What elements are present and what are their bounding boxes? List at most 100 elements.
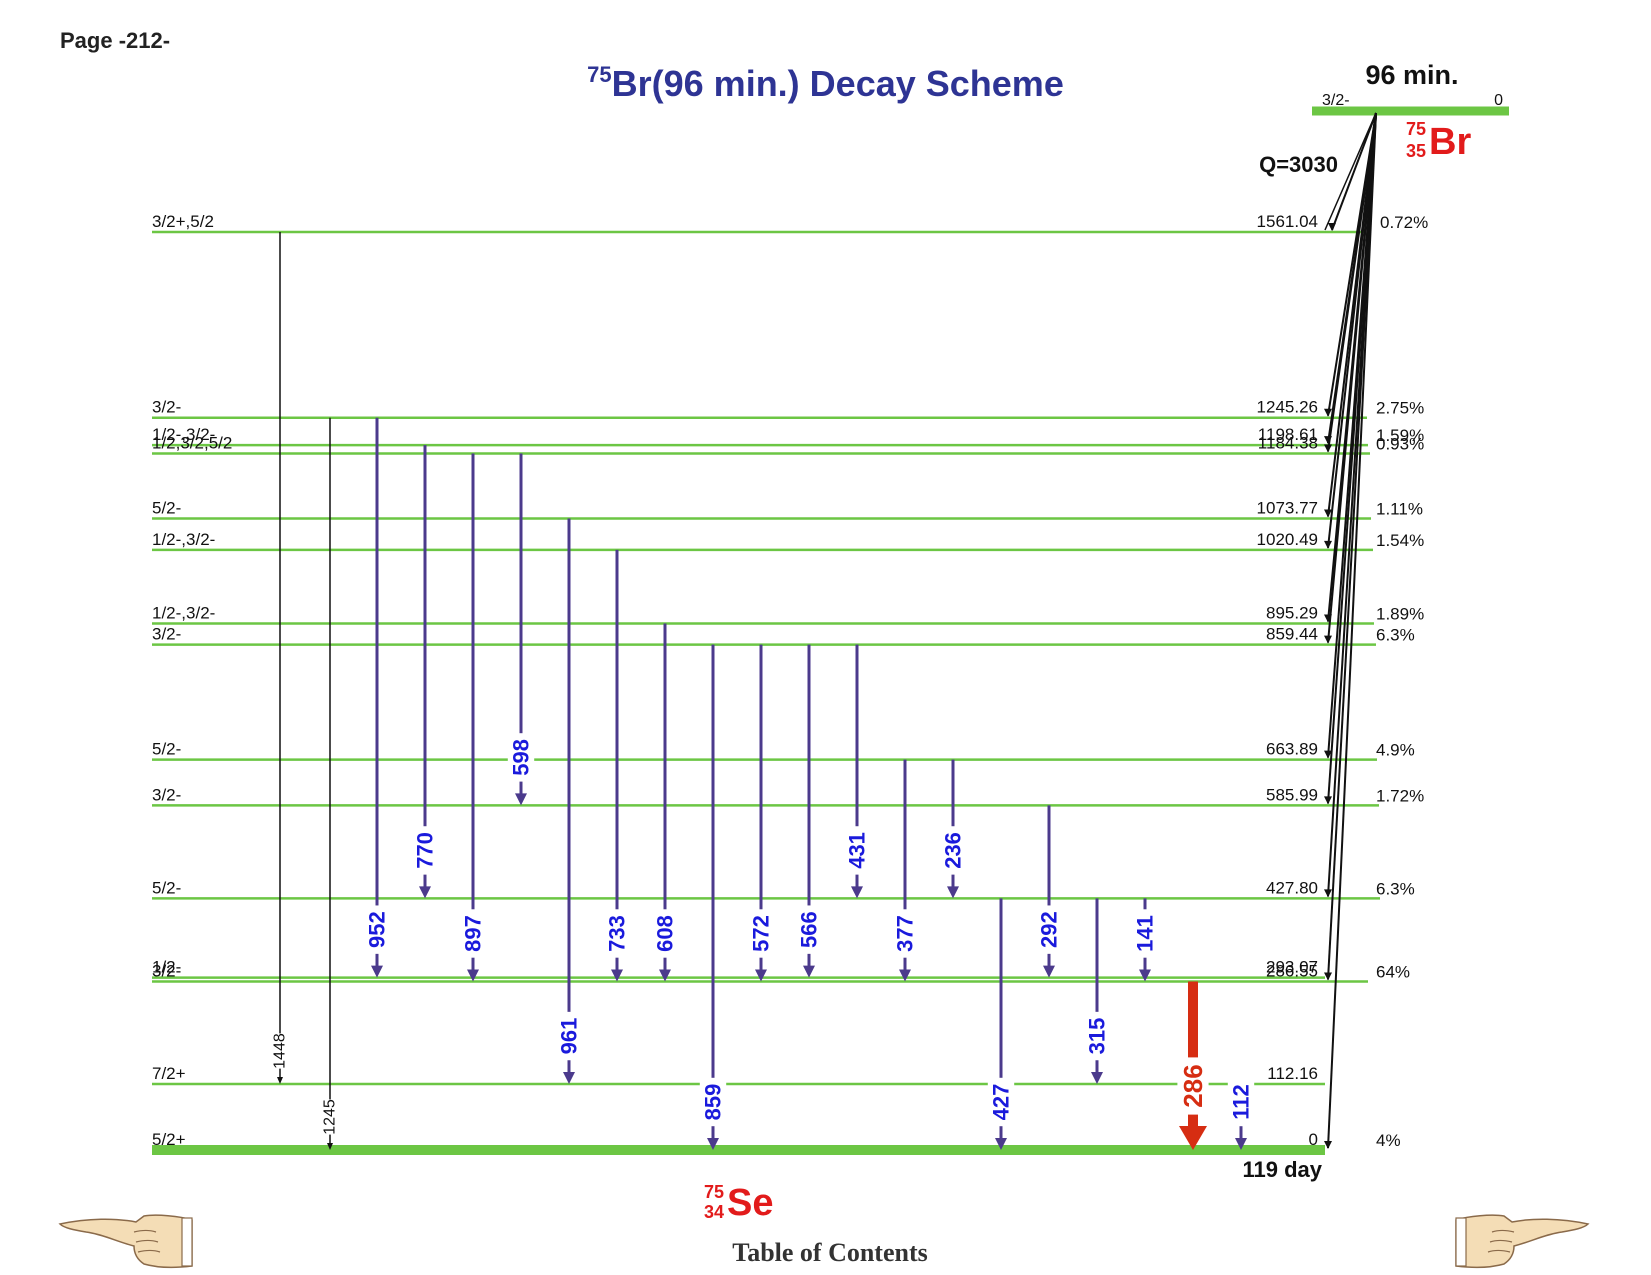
level-energy-label: 112.16	[1267, 1064, 1318, 1083]
beta-feeding-line	[1327, 112, 1377, 452]
beta-feeding-percent: 64%	[1376, 962, 1410, 981]
level-spin-label: 1/2-,3/2-	[152, 530, 215, 549]
gamma-label-background	[1131, 909, 1159, 958]
beta-feeding-line	[1331, 112, 1377, 231]
gamma-label-background	[939, 826, 967, 875]
gamma-label-background	[747, 909, 775, 958]
beta-feeding-arrowhead	[1324, 444, 1332, 453]
gamma-label-background	[1035, 905, 1063, 954]
level-spin-label: 3/2+,5/2	[152, 212, 214, 231]
gamma-label-background	[507, 733, 535, 782]
beta-feeding-percent: 6.3%	[1376, 626, 1415, 645]
gamma-arrowhead	[611, 969, 623, 982]
beta-feeding-arrowhead	[1324, 750, 1332, 759]
gamma-energy-label: 315	[1085, 1018, 1110, 1055]
gamma-energy-label: 141	[1133, 915, 1158, 952]
gamma-arrowhead	[1091, 1072, 1103, 1085]
beta-feeding-line	[1327, 112, 1377, 1149]
title-text: Br(96 min.) Decay Scheme	[611, 63, 1064, 104]
gamma-label-background	[1227, 1077, 1255, 1127]
page-title: 75Br(96 min.) Decay Scheme	[0, 62, 1651, 105]
beta-feeding-arrowhead	[1324, 796, 1332, 805]
beta-feeding-percent: 1.89%	[1376, 605, 1424, 624]
level-spin-label: 3/2-	[152, 961, 181, 980]
gamma-label-background	[1177, 1057, 1209, 1115]
gamma-energy-label: 112	[1229, 1084, 1254, 1120]
beta-feeding-percent: 1.54%	[1376, 531, 1424, 550]
gamma-energy-label: 952	[365, 911, 390, 948]
beta-feeding-arrowhead	[1324, 635, 1332, 644]
gamma-arrowhead	[371, 965, 383, 978]
gamma-arrowhead	[515, 793, 527, 806]
gamma-energy-label: 1245	[322, 1099, 339, 1135]
pointing-hand-left-icon[interactable]	[58, 1212, 198, 1270]
level-energy-label: 286.55	[1266, 961, 1318, 980]
level-spin-label: 1/2-,3/2-	[152, 425, 215, 444]
gamma-arrowhead	[851, 886, 863, 899]
beta-feeding-line	[1327, 112, 1377, 548]
pointing-hand-right-icon[interactable]	[1450, 1212, 1590, 1270]
beta-feeding-line	[1327, 112, 1377, 980]
level-spin-label: 1/2,3/2,5/2	[152, 434, 232, 453]
beta-feeding-percent: 1.72%	[1376, 786, 1424, 805]
level-energy-label: 1561.04	[1257, 212, 1318, 231]
level-energy-label: 585.99	[1266, 785, 1318, 804]
beta-feeding-percent: 4.9%	[1376, 741, 1415, 760]
level-energy-label: 1020.49	[1257, 530, 1318, 549]
level-spin-label: 3/2-	[152, 398, 181, 417]
gamma-label-background	[1083, 1011, 1111, 1061]
level-energy-label: 1198.61	[1258, 425, 1318, 444]
gamma-arrowhead	[419, 886, 431, 899]
gamma-label-background	[320, 1099, 340, 1135]
gamma-arrowhead	[1139, 969, 1151, 982]
gamma-energy-label: 733	[605, 915, 630, 952]
level-energy-label: 0	[1309, 1130, 1318, 1149]
level-energy-label: 427.80	[1266, 878, 1318, 897]
gamma-energy-label: 377	[893, 915, 918, 952]
page-label: Page -212-	[60, 28, 171, 53]
beta-feeding-percent: 1.59%	[1376, 426, 1424, 445]
daughter-atomic-number: 34	[704, 1202, 724, 1222]
gamma-label-background	[843, 826, 871, 875]
level-energy-label: 1184.38	[1258, 434, 1318, 453]
beta-feeding-percent: 2.75%	[1376, 399, 1424, 418]
table-of-contents-link[interactable]: Table of Contents	[732, 1238, 928, 1267]
beta-feeding-percent: 1.11%	[1376, 500, 1423, 519]
beta-feeding-percent: 0.93%	[1376, 435, 1424, 454]
gamma-energy-label: 608	[653, 915, 678, 952]
parent-mass-number: 75	[1406, 119, 1426, 139]
gamma-arrowhead	[659, 969, 671, 982]
gamma-arrowhead	[1235, 1138, 1247, 1150]
level-energy-label: 859.44	[1266, 625, 1318, 644]
gamma-label-background	[891, 909, 919, 958]
gamma-arrowhead	[755, 969, 767, 982]
gamma-arrowhead	[467, 969, 479, 982]
beta-feeding-percent: 4%	[1376, 1131, 1401, 1150]
gamma-label-background	[603, 909, 631, 958]
level-energy-label: 663.89	[1266, 740, 1318, 759]
gamma-label-background	[699, 1077, 727, 1127]
gamma-label-background	[795, 905, 823, 954]
gamma-energy-label: 1448	[272, 1033, 289, 1069]
gamma-arrowhead	[1179, 1126, 1207, 1150]
ground-state-halflife: 119 day	[1242, 1157, 1322, 1182]
gamma-arrowhead	[995, 1138, 1007, 1150]
beta-feeding-arrowhead	[1324, 1141, 1332, 1149]
gamma-arrowhead	[803, 965, 815, 978]
gamma-energy-label: 859	[701, 1084, 726, 1121]
beta-feeding-arrowhead	[1324, 889, 1332, 898]
gamma-energy-label: 961	[557, 1018, 582, 1055]
beta-feeding-arrowhead	[1324, 509, 1332, 518]
gamma-arrowhead	[899, 969, 911, 982]
gamma-energy-label: 286	[1178, 1064, 1208, 1107]
parent-atomic-number: 35	[1406, 141, 1426, 161]
level-spin-label: 5/2-	[152, 499, 181, 518]
gamma-arrowhead	[327, 1143, 333, 1150]
gamma-label-background	[270, 1033, 290, 1069]
level-energy-label: 1073.77	[1257, 499, 1318, 518]
level-spin-label: 1/2-	[152, 958, 181, 977]
q-value-line	[1324, 112, 1377, 231]
gamma-arrowhead	[1043, 965, 1055, 978]
gamma-label-background	[987, 1077, 1015, 1127]
